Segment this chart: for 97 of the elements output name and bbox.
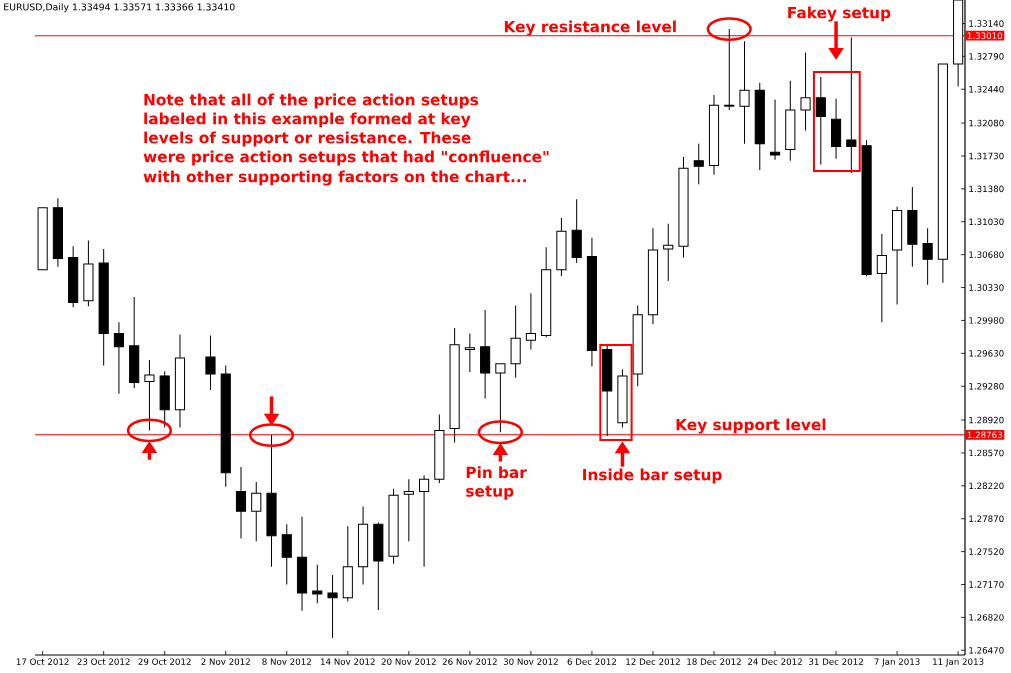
candlestick <box>52 197 63 268</box>
y-tick-label: 1.29630 <box>969 350 1004 357</box>
x-tick-label: 31 Dec 2012 <box>809 658 863 665</box>
candlestick <box>357 506 369 585</box>
x-tick-label: 14 Nov 2012 <box>320 658 375 665</box>
candlestick <box>632 304 643 387</box>
annotation: Key support level <box>676 418 826 434</box>
candlestick <box>220 365 231 488</box>
candlestick <box>647 227 659 325</box>
x-tick-label: 20 Nov 2012 <box>381 658 436 665</box>
y-tick-label: 1.32080 <box>969 119 1004 127</box>
candlestick <box>541 246 552 338</box>
candlestick <box>708 94 720 176</box>
y-tick-label: 1.27170 <box>969 581 1004 588</box>
y-tick-label: 1.26820 <box>969 614 1004 621</box>
y-tick-label: 1.28220 <box>969 482 1004 490</box>
y-tick-label: 1.31380 <box>969 185 1004 193</box>
annotation: labeled in this example formed at key <box>144 112 471 128</box>
x-tick-label: 2 Nov 2012 <box>201 658 250 665</box>
annotation: Fakey setup <box>788 6 891 22</box>
candlestick <box>617 368 628 429</box>
y-tick-label: 1.28570 <box>969 449 1004 457</box>
x-tick-label: 23 Oct 2012 <box>77 658 130 665</box>
ref-line-label: 1.33010 <box>967 32 1003 39</box>
x-tick-label: 11 Jan 2013 <box>933 658 984 667</box>
y-tick-label: 1.28920 <box>969 416 1004 424</box>
y-tick-label: 1.30680 <box>969 251 1004 258</box>
candlestick <box>815 76 826 165</box>
x-tick-label: 29 Oct 2012 <box>138 658 191 665</box>
candlestick <box>266 434 277 568</box>
candlestick <box>586 237 598 367</box>
candlestick <box>174 334 186 429</box>
candlestick <box>830 98 842 160</box>
candlestick <box>235 466 247 539</box>
candlestick <box>800 52 811 132</box>
candlestick <box>846 37 857 174</box>
candlestick <box>525 292 536 351</box>
x-tick-label: 30 Nov 2012 <box>503 658 558 665</box>
candlestick <box>693 143 704 185</box>
candlestick <box>373 521 384 611</box>
candlestick <box>251 481 262 542</box>
candlestick <box>571 198 582 264</box>
candlestick <box>281 523 292 585</box>
candlestick <box>205 334 216 391</box>
candlestick <box>922 227 933 286</box>
candlestick <box>769 99 781 161</box>
ref-line-label: 1.28763 <box>967 431 1002 439</box>
x-tick-label: 12 Dec 2012 <box>626 658 680 665</box>
y-tick-label: 1.29280 <box>969 382 1004 390</box>
candlestick <box>464 333 475 373</box>
annotation: levels of support or resistance. These <box>144 131 471 147</box>
y-tick-label: 1.30330 <box>969 284 1004 291</box>
candlestick <box>449 327 460 444</box>
y-tick-label: 1.32440 <box>969 86 1004 93</box>
candlestick <box>678 156 689 258</box>
candlestick <box>403 478 414 542</box>
candlestick <box>419 474 430 568</box>
candlestick <box>724 28 735 111</box>
candlestick <box>296 516 308 612</box>
y-tick-label: 1.27520 <box>969 548 1004 555</box>
y-tick-label: 1.33140 <box>969 20 1004 27</box>
annotation: Pin bar setup <box>466 466 527 500</box>
y-tick-label: 1.29980 <box>969 317 1004 324</box>
annotation: were price action setups that had "confluence" <box>143 150 549 166</box>
y-tick-label: 1.32790 <box>969 53 1004 60</box>
candlestick <box>113 321 124 395</box>
candlestick <box>480 309 491 399</box>
y-tick-label: 1.31730 <box>969 152 1004 160</box>
y-tick-label: 1.31030 <box>969 218 1004 226</box>
annotation: with other supporting factors on the chart... <box>143 170 526 186</box>
candlestick <box>98 248 109 367</box>
annotation: Key resistance level <box>504 20 676 36</box>
annotation: Inside bar setup <box>583 468 722 484</box>
candlestick <box>663 223 674 282</box>
y-tick-label: 1.27870 <box>969 515 1004 522</box>
x-tick-label: 7 Jan 2013 <box>874 658 920 667</box>
x-tick-label: 17 Oct 2012 <box>16 658 69 665</box>
y-tick-label: 1.26470 <box>969 647 1004 654</box>
candlestick <box>739 40 750 145</box>
candlestick <box>876 233 887 323</box>
annotation: Note that all of the price action setups <box>144 93 479 109</box>
x-tick-label: 8 Nov 2012 <box>262 658 311 665</box>
candlestick <box>785 80 796 162</box>
x-tick-label: 26 Nov 2012 <box>442 658 497 665</box>
x-tick-label: 6 Dec 2012 <box>567 658 616 665</box>
chart-title: EURUSD,Daily 1.33494 1.33571 1.33366 1.33410 <box>4 3 235 13</box>
candlestick <box>861 139 872 277</box>
candlestick <box>892 206 903 305</box>
candlestick <box>327 574 338 639</box>
candlestick <box>510 304 521 379</box>
candlestick <box>144 359 155 431</box>
x-tick-label: 24 Dec 2012 <box>747 658 802 665</box>
candlestick <box>129 296 140 389</box>
candlestick <box>907 186 918 268</box>
x-tick-label: 18 Dec 2012 <box>687 658 741 665</box>
candlestick <box>434 413 445 484</box>
candlestick <box>312 564 323 604</box>
